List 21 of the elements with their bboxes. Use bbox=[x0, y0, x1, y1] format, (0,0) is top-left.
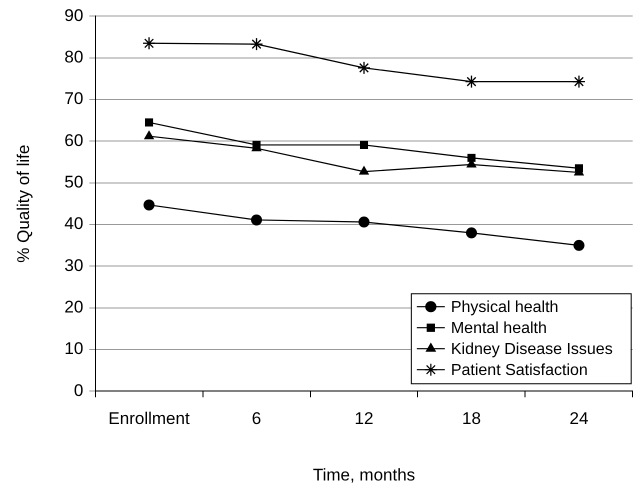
y-tick-label: 10 bbox=[64, 339, 84, 358]
y-tick-label: 0 bbox=[74, 380, 84, 400]
y-tick-label: 40 bbox=[64, 214, 84, 234]
y-tick-label: 70 bbox=[64, 89, 84, 108]
y-tick-label: 30 bbox=[64, 256, 84, 275]
x-tick-label: 18 bbox=[462, 409, 481, 428]
legend-label: Patient Satisfaction bbox=[450, 362, 588, 380]
legend-label: Physical health bbox=[450, 299, 558, 316]
legend-label: Mental health bbox=[450, 320, 547, 338]
legend-label: Kidney Disease Issues bbox=[450, 341, 613, 358]
y-tick-label: 80 bbox=[64, 48, 84, 67]
y-tick-label: 20 bbox=[64, 298, 84, 317]
y-tick-label: 60 bbox=[64, 130, 84, 150]
x-tick-label: Enrollment bbox=[108, 409, 190, 428]
x-tick-label: 24 bbox=[570, 409, 588, 428]
y-axis-title: % Quality of life bbox=[14, 144, 33, 263]
y-tick-label: 50 bbox=[64, 172, 84, 192]
y-tick-label: 90 bbox=[64, 6, 84, 25]
x-tick-label: 12 bbox=[354, 409, 374, 428]
x-axis-title: Time, months bbox=[312, 465, 416, 484]
x-tick-label: 6 bbox=[252, 409, 262, 428]
